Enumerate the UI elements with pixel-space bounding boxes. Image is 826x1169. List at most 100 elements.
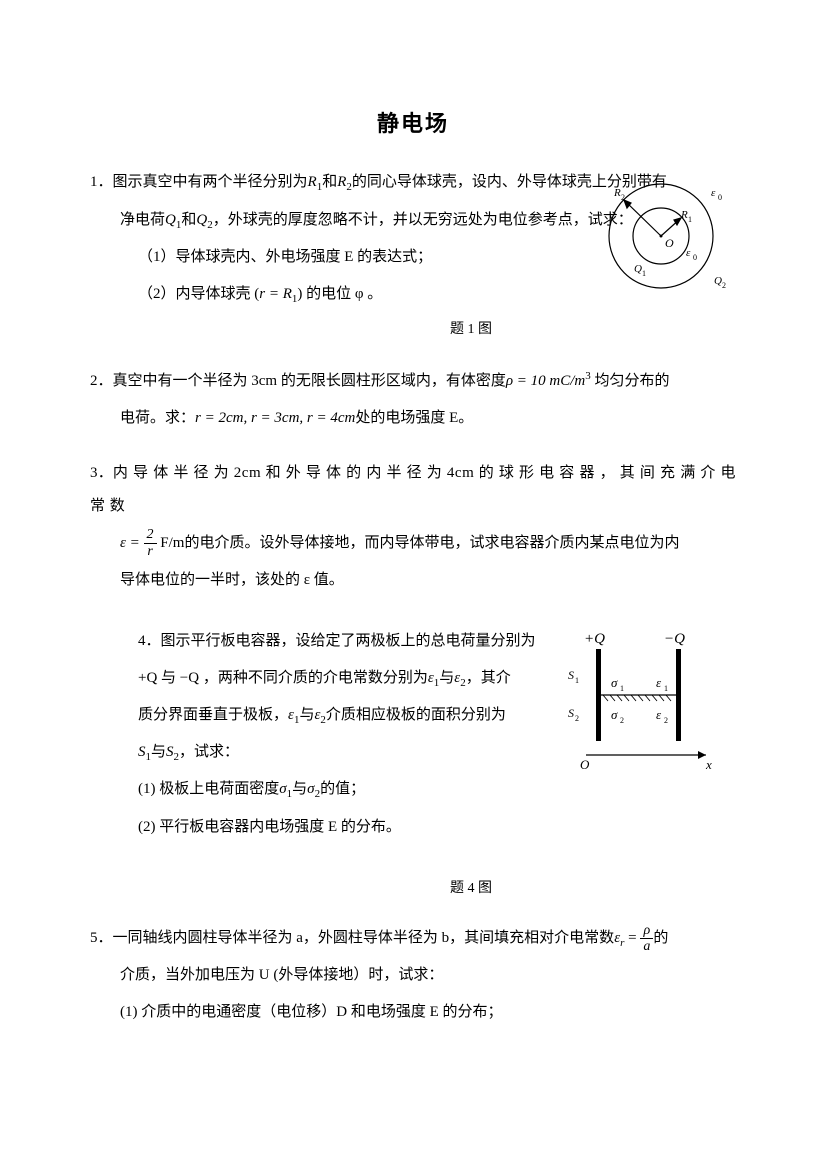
p4-s1b: 与 [292,781,307,797]
problem-3: 3．内 导 体 半 径 为 2cm 和 外 导 体 的 内 半 径 为 4cm … [90,457,736,597]
p2-l2a: 电荷。求： [120,410,195,426]
p3-fd: r [144,544,157,559]
svg-text:O: O [580,757,590,772]
p1-R1: R [308,174,317,190]
p5-eq: = [624,930,640,946]
p1-l2a: 净电荷 [120,212,165,228]
p3-frac: 2r [144,527,157,559]
problem-2: 2．真空中有一个半径为 3cm 的无限长圆柱形区域内，有体密度ρ = 10 mC… [90,364,736,435]
svg-text:0: 0 [718,193,722,202]
svg-text:2: 2 [575,714,579,723]
p2-l1b: 均匀分布的 [591,373,670,389]
p2-l1eq: ρ = 10 mC/m [506,373,585,389]
p5-frac: ρa [640,923,653,955]
p5-line2: 介质，当外加电压为 U (外导体接地）时，试求： [90,959,736,992]
p3-fn: 2 [144,527,157,543]
problem-5: 5．一同轴线内圆柱导体半径为 a，外圆柱导体半径为 b，其间填充相对介电常数εr… [90,922,736,1029]
p4-l3c: 介质相应极板的面积分别为 [326,707,506,723]
p4-l2c: ，其介 [466,670,511,686]
p1-s2b: ) 的电位 φ 。 [297,286,382,302]
svg-text:1: 1 [642,269,646,278]
p1-R2: R [337,174,346,190]
p4-sg1: σ [279,781,286,797]
p1-s2eq: r = R [259,286,292,302]
p3-l1: 内 导 体 半 径 为 2cm 和 外 导 体 的 内 半 径 为 4cm 的 … [90,465,736,514]
p4-S1: S [138,744,146,760]
p2-num: 2． [90,373,113,389]
page: 静电场 O R 1 R 2 Q 1 Q [0,0,826,1169]
p4-l3a: 质分界面垂直于极板， [138,707,288,723]
svg-text:R: R [613,187,621,199]
p1-l2c: ，外球壳的厚度忽略不计，并以无穷远处为电位参考点，试求： [213,212,633,228]
p3-num: 3． [90,465,113,481]
svg-text:1: 1 [664,684,668,693]
p4-l4c: ，试求： [179,744,239,760]
svg-text:σ: σ [611,675,618,690]
p1-l1b: 和 [322,174,337,190]
p4-l2a: +Q 与 −Q ，两种不同介质的介电常数分别为 [138,670,428,686]
svg-text:R: R [680,209,688,221]
p3-l2u: F/m [157,535,185,551]
svg-text:2: 2 [621,193,625,202]
p2-line1: 2．真空中有一个半径为 3cm 的无限长圆柱形区域内，有体密度ρ = 10 mC… [90,364,736,398]
problem-1: O R 1 R 2 Q 1 Q 2 ε 0 ε 0 1．图示真空中有两个半径分别… [90,166,736,345]
svg-text:ε: ε [686,247,691,259]
figure-1-caption: 题 1 图 [450,315,736,346]
p5-sub1: (1) 介质中的电通密度（电位移）D 和电场强度 E 的分布； [90,996,736,1029]
p3-line3: 导体电位的一半时，该处的 ε 值。 [90,564,736,597]
p4-sg2: σ [307,781,314,797]
figure-1: O R 1 R 2 Q 1 Q 2 ε 0 ε 0 [586,176,736,319]
p5-num: 5． [90,930,113,946]
p2-l2eq: r = 2cm, r = 3cm, r = 4cm [195,410,355,426]
p4-l4b: 与 [151,744,166,760]
figure-4: +Q −Q S 1 S 2 σ 1 ε 1 [556,625,726,798]
p4-line4: S1与S2，试求： [138,736,578,769]
p1-s2a: （2）内导体球壳 ( [138,286,259,302]
svg-text:S: S [568,706,574,720]
p5-l1a: 一同轴线内圆柱导体半径为 a，外圆柱导体半径为 b，其间填充相对介电常数 [113,930,615,946]
figure-4-caption: 题 4 图 [450,874,736,905]
p5-fd: a [640,939,653,954]
svg-text:−Q: −Q [664,631,685,647]
svg-text:1: 1 [620,684,624,693]
figure-4-svg: +Q −Q S 1 S 2 σ 1 ε 1 [556,625,726,785]
p4-line1: 4．图示平行板电容器，设给定了两极板上的总电荷量分别为 [138,625,578,658]
p4-sub2: (2) 平行板电容器内电场强度 E 的分布。 [90,811,736,844]
p2-line2: 电荷。求：r = 2cm, r = 3cm, r = 4cm处的电场强度 E。 [90,402,736,435]
p5-l1b: 的 [653,930,668,946]
p4-S2: S [166,744,174,760]
p4-l1: 图示平行板电容器，设给定了两极板上的总电荷量分别为 [161,633,536,649]
svg-text:+Q: +Q [584,631,605,647]
p1-num: 1． [90,174,113,190]
svg-text:0: 0 [693,253,697,262]
p5-fn: ρ [640,923,653,939]
p4-l2b: 与 [439,670,454,686]
svg-text:σ: σ [611,707,618,722]
p2-l1a: 真空中有一个半径为 3cm 的无限长圆柱形区域内，有体密度 [113,373,506,389]
svg-text:Q: Q [714,275,722,287]
svg-text:x: x [705,757,712,772]
svg-text:2: 2 [620,716,624,725]
p1-l1a: 图示真空中有两个半径分别为 [113,174,308,190]
p4-l3b: 与 [299,707,314,723]
svg-text:ε: ε [711,187,716,199]
p1-l2b: 和 [181,212,196,228]
problem-4: +Q −Q S 1 S 2 σ 1 ε 1 [90,625,736,905]
page-title: 静电场 [90,100,736,148]
svg-text:Q: Q [634,263,642,275]
p1-Q2: Q [196,212,207,228]
p4-s1a: (1) 极板上电荷面密度 [138,781,279,797]
p3-line2: ε = 2r F/m的电介质。设外导体接地，而内导体带电，试求电容器介质内某点电… [90,527,736,560]
p5-line1: 5．一同轴线内圆柱导体半径为 a，外圆柱导体半径为 b，其间填充相对介电常数εr… [90,922,736,955]
p2-l2b: 处的电场强度 E。 [355,410,473,426]
p3-l2a: ε = [120,535,144,551]
p4-num: 4． [138,633,161,649]
svg-text:1: 1 [575,676,579,685]
svg-text:ε: ε [656,707,662,722]
svg-text:1: 1 [688,215,692,224]
svg-text:ε: ε [656,675,662,690]
svg-text:2: 2 [722,281,726,290]
p4-line2: +Q 与 −Q ，两种不同介质的介电常数分别为ε1与ε2，其介 [138,662,578,695]
svg-text:S: S [568,668,574,682]
p3-l2b: 的电介质。设外导体接地，而内导体带电，试求电容器介质内某点电位为内 [184,535,679,551]
